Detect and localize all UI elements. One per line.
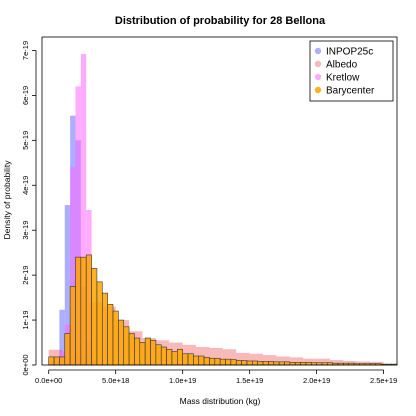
bar-albedo-16 bbox=[263, 355, 277, 365]
bar-barycenter-1 bbox=[53, 356, 60, 366]
x-tick-label-1: 5.0e+18 bbox=[102, 376, 129, 385]
y-axis-label: Density of probability bbox=[2, 160, 12, 240]
y-tick-label-6: 6e-19 bbox=[21, 86, 30, 105]
legend-swatch-kretlow bbox=[314, 73, 322, 81]
bar-barycenter-34 bbox=[230, 359, 237, 366]
bar-barycenter-20 bbox=[155, 344, 162, 366]
legend-label-kretlow: Kretlow bbox=[326, 73, 360, 84]
bar-barycenter-42 bbox=[273, 361, 280, 366]
bar-barycenter-22 bbox=[166, 348, 173, 366]
bar-barycenter-26 bbox=[187, 353, 194, 366]
x-tick-label-0: 0.0e+00 bbox=[35, 376, 62, 385]
bar-barycenter-13 bbox=[118, 319, 125, 366]
bar-barycenter-5 bbox=[75, 256, 82, 366]
bar-barycenter-45 bbox=[289, 361, 296, 366]
bar-barycenter-16 bbox=[134, 337, 141, 366]
y-tick-label-1: 1e-19 bbox=[21, 310, 30, 329]
y-tick-label-0: 0e+00 bbox=[21, 354, 30, 375]
bar-albedo-19 bbox=[303, 358, 317, 365]
bar-barycenter-43 bbox=[278, 361, 285, 366]
bar-albedo-18 bbox=[289, 357, 304, 365]
y-axis: 0e+00 1e-19 2e-19 3e-19 4e-19 5e-19 6e-19 7e-19 bbox=[21, 41, 37, 376]
legend-swatch-albedo bbox=[314, 60, 322, 68]
bar-barycenter-31 bbox=[214, 357, 221, 366]
bar-barycenter-19 bbox=[150, 339, 157, 366]
legend-label-albedo: Albedo bbox=[326, 60, 358, 71]
bar-barycenter-35 bbox=[235, 360, 242, 366]
bar-barycenter-40 bbox=[262, 361, 269, 366]
bar-barycenter-9 bbox=[96, 281, 103, 366]
bar-albedo-15 bbox=[249, 353, 264, 365]
bar-barycenter-36 bbox=[241, 360, 248, 366]
legend-label-barycenter: Barycenter bbox=[326, 86, 375, 97]
bar-albedo-23 bbox=[356, 361, 371, 365]
bar-barycenter-0 bbox=[48, 356, 55, 366]
x-axis-label: Mass distribution (kg) bbox=[180, 396, 261, 406]
bar-barycenter-25 bbox=[182, 353, 189, 366]
bar-kretlow-6 bbox=[80, 54, 87, 365]
y-tick-label-5: 5e-19 bbox=[21, 131, 30, 150]
bar-barycenter-29 bbox=[203, 357, 210, 366]
bar-inpop25c-1 bbox=[59, 309, 65, 365]
bar-barycenter-28 bbox=[198, 355, 205, 366]
legend-box bbox=[309, 40, 394, 102]
bar-barycenter-27 bbox=[193, 355, 200, 366]
x-tick-label-2: 1.0e+19 bbox=[169, 376, 196, 385]
bar-barycenter-44 bbox=[284, 361, 291, 366]
bar-barycenter-6 bbox=[80, 256, 87, 366]
x-tick-label-4: 2.0e+19 bbox=[303, 376, 330, 385]
x-axis: 0.0e+00 5.0e+18 1.0e+19 1.5e+19 2.0e+19 2.5e+… bbox=[35, 369, 397, 385]
legend: INPOP25c Albedo Kretlow Barycenter bbox=[309, 40, 394, 102]
legend-swatch-barycenter bbox=[314, 86, 322, 94]
bar-barycenter-3 bbox=[64, 333, 71, 366]
bar-inpop25c-2 bbox=[64, 205, 71, 365]
bar-barycenter-46 bbox=[294, 361, 301, 366]
bar-barycenter-48 bbox=[305, 361, 312, 366]
bar-barycenter-7 bbox=[85, 254, 92, 366]
bar-kretlow-4 bbox=[70, 167, 76, 365]
y-tick-label-3: 3e-19 bbox=[21, 221, 30, 240]
bar-albedo-20 bbox=[316, 358, 331, 365]
bar-barycenter-17 bbox=[139, 342, 146, 366]
bar-barycenter-18 bbox=[144, 337, 151, 366]
bar-barycenter-39 bbox=[257, 361, 264, 366]
y-tick-label-4: 4e-19 bbox=[21, 176, 30, 195]
bar-barycenter-12 bbox=[112, 310, 119, 366]
bar-barycenter-14 bbox=[123, 326, 130, 366]
bar-barycenter-15 bbox=[128, 333, 135, 366]
x-tick-label-3: 1.5e+19 bbox=[236, 376, 263, 385]
bar-albedo-17 bbox=[276, 356, 290, 365]
bar-barycenter-41 bbox=[268, 361, 275, 366]
bar-barycenter-11 bbox=[107, 304, 114, 366]
bar-barycenter-10 bbox=[101, 292, 108, 366]
chart-title: Distribution of probability for 28 Bello… bbox=[115, 15, 326, 27]
y-tick-label-7: 7e-19 bbox=[21, 41, 30, 60]
bar-barycenter-37 bbox=[246, 360, 253, 366]
bar-barycenter-4 bbox=[69, 286, 76, 366]
bar-barycenter-38 bbox=[252, 360, 258, 366]
bar-barycenter-23 bbox=[171, 351, 178, 366]
bar-barycenter-32 bbox=[219, 358, 226, 366]
legend-label-inpop25c: INPOP25c bbox=[326, 47, 373, 58]
bar-barycenter-21 bbox=[160, 346, 167, 366]
bar-barycenter-33 bbox=[225, 358, 232, 366]
legend-swatch-inpop25c bbox=[314, 47, 322, 55]
bar-barycenter-24 bbox=[177, 348, 183, 366]
bar-barycenter-47 bbox=[300, 361, 307, 366]
bar-albedo-21 bbox=[330, 360, 344, 365]
y-tick-label-2: 2e-19 bbox=[21, 266, 30, 285]
bar-kretlow-5 bbox=[75, 86, 81, 366]
plot-frame bbox=[41, 36, 398, 366]
bar-barycenter-8 bbox=[91, 268, 98, 366]
x-tick-label-5: 2.5e+19 bbox=[370, 376, 397, 385]
bar-barycenter-30 bbox=[209, 357, 216, 366]
bar-barycenter-2 bbox=[59, 356, 66, 366]
